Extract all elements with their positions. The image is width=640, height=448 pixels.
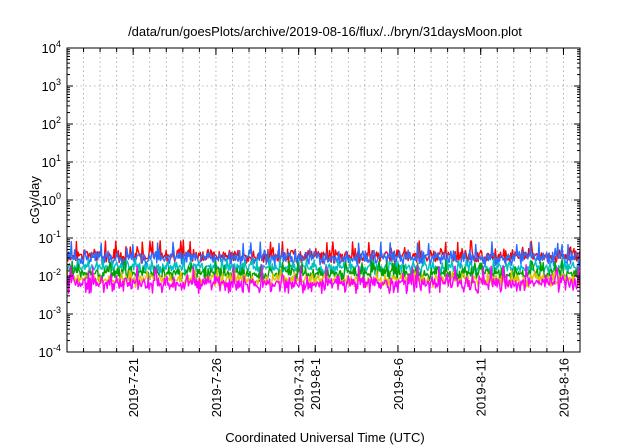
plot-area <box>66 239 581 295</box>
y-tick-label: 104 <box>42 39 61 56</box>
series-line-6 <box>66 264 581 295</box>
y-tick-label: 10-2 <box>39 267 61 284</box>
grid <box>67 47 580 353</box>
series-line-2 <box>66 241 581 267</box>
x-tick-label: 2019-8-16 <box>556 358 571 417</box>
y-tick-label: 101 <box>42 153 61 170</box>
chart-title: /data/run/goesPlots/archive/2019-08-16/f… <box>128 24 522 39</box>
x-tick-label: 2019-7-31 <box>292 358 307 417</box>
x-tick-label: 2019-7-26 <box>209 358 224 417</box>
y-tick-label: 103 <box>42 77 61 94</box>
axis-ticks <box>67 47 580 353</box>
y-tick-labels: 10-4 10-3 10-2 10-1 100 101 102 103 104 <box>39 39 61 360</box>
y-tick-label: 10-4 <box>39 343 61 360</box>
x-tick-labels: 2019-7-21 2019-7-26 2019-7-31 2019-8-1 2019-… <box>126 358 571 417</box>
x-tick-label: 2019-8-6 <box>391 358 406 410</box>
x-tick-label: 2019-7-21 <box>126 358 141 417</box>
y-tick-label: 10-3 <box>39 305 61 322</box>
y-tick-label: 102 <box>42 115 61 132</box>
y-tick-label: 10-1 <box>39 229 61 246</box>
y-tick-label: 100 <box>42 191 61 208</box>
x-tick-label: 2019-8-11 <box>474 358 489 416</box>
y-axis-label: cGy/day <box>27 176 42 224</box>
x-tick-label: 2019-8-1 <box>308 358 323 410</box>
x-axis-label: Coordinated Universal Time (UTC) <box>225 430 424 445</box>
